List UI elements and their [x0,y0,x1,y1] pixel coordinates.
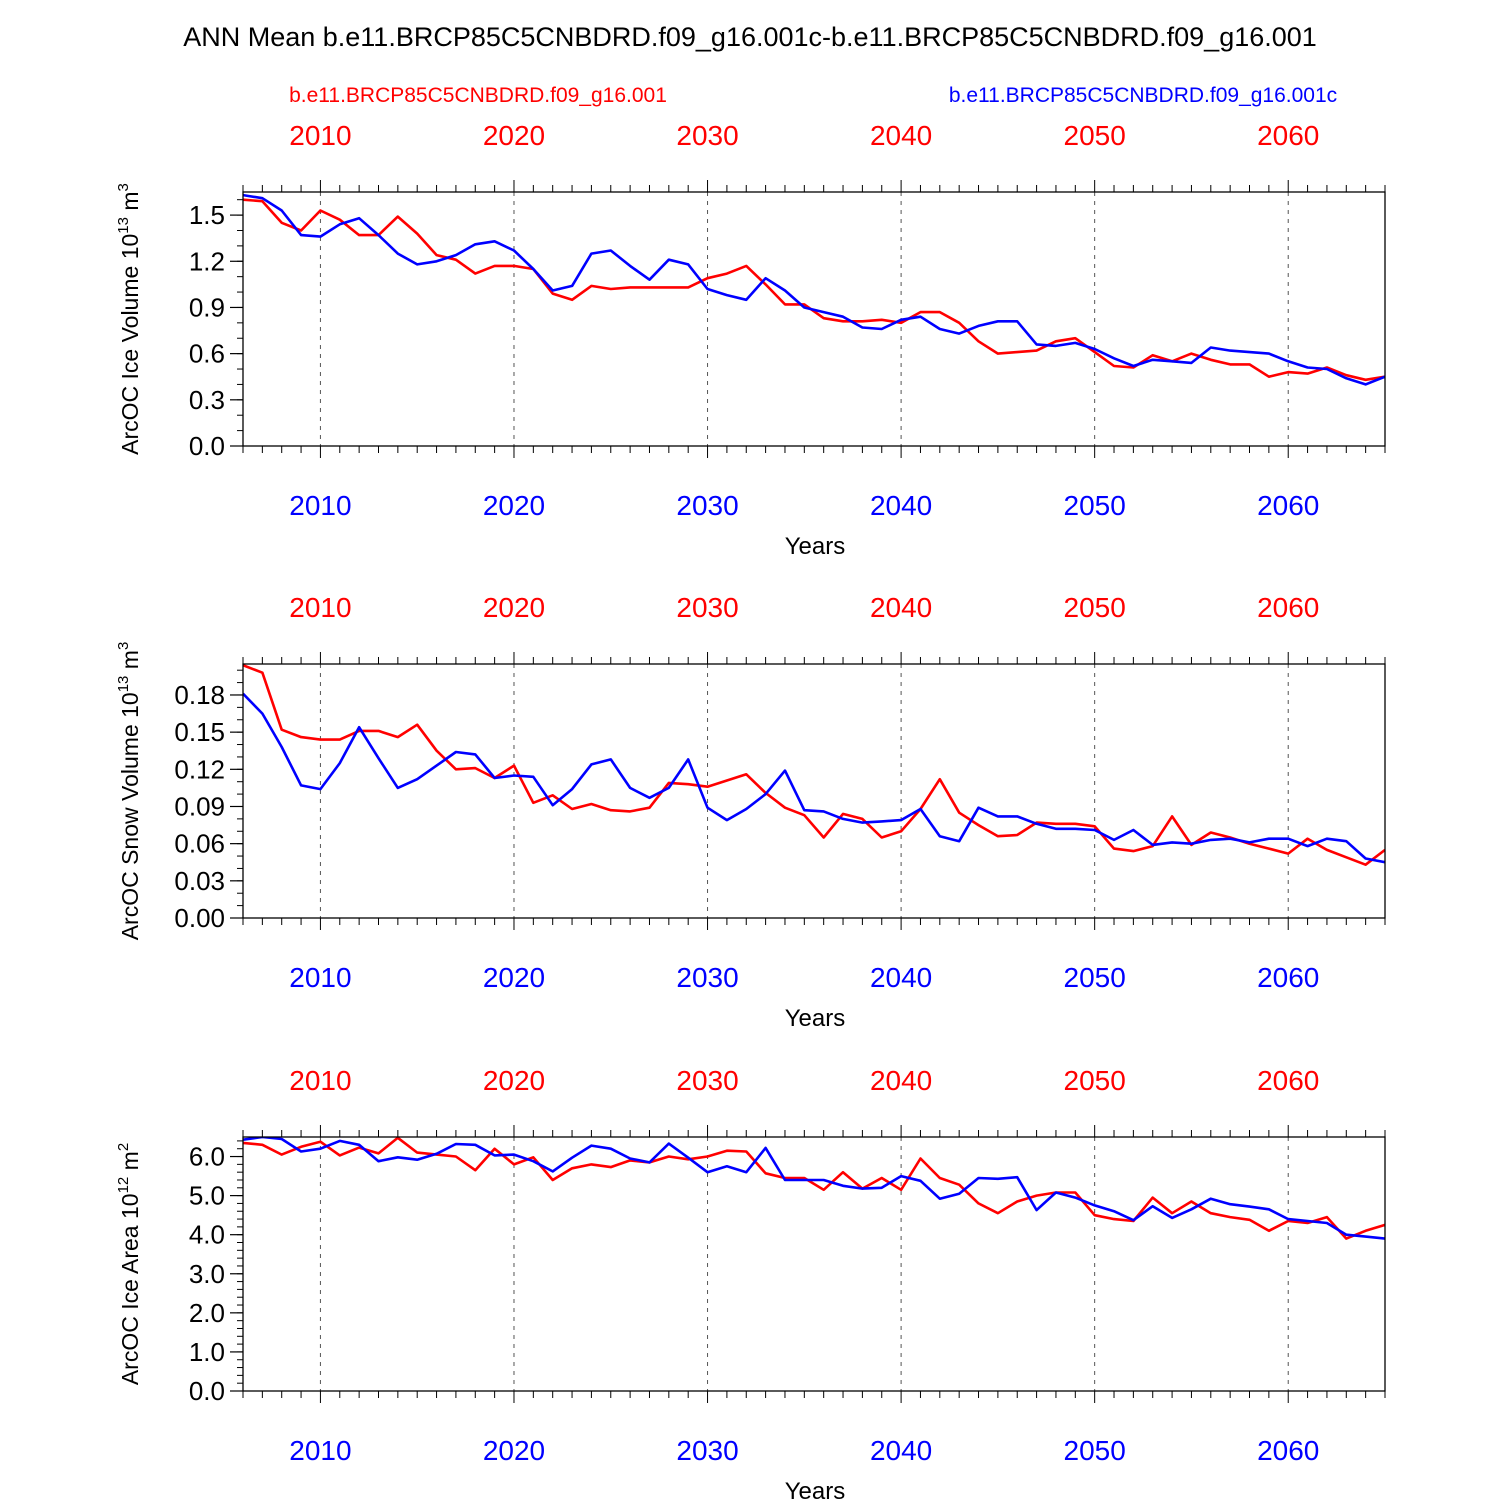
x-tick-label-top: 2060 [1257,592,1319,623]
y-tick-label: 0.3 [189,385,225,415]
y-tick-label: 0.00 [174,903,225,933]
x-tick-label-top: 2010 [289,592,351,623]
y-axis-label-unit-exponent: 3 [115,642,132,650]
y-axis-label: ArcOC Ice Area 1012 m2 [115,1143,143,1385]
y-axis-label-text: ArcOC Snow Volume 10 [117,692,143,940]
y-tick-label: 6.0 [189,1142,225,1172]
y-tick-label: 3.0 [189,1259,225,1289]
y-tick-label: 4.0 [189,1220,225,1250]
y-tick-label: 0.9 [189,292,225,322]
x-tick-label-bottom: 2050 [1064,1435,1126,1466]
x-tick-label-bottom: 2030 [676,1435,738,1466]
series-line-red [243,664,1385,867]
y-tick-label: 0.6 [189,339,225,369]
y-axis-label-exponent: 12 [115,1177,132,1194]
x-tick-label-bottom: 2010 [289,1435,351,1466]
x-axis-label: Years [785,1478,846,1500]
x-tick-label-top: 2010 [289,1065,351,1096]
y-tick-label: 2.0 [189,1298,225,1328]
x-tick-label-bottom: 2010 [289,490,351,521]
x-tick-label-top: 2030 [676,120,738,151]
x-axis-label: Years [785,1005,846,1032]
x-tick-label-bottom: 2040 [870,490,932,521]
x-tick-label-top: 2040 [870,120,932,151]
x-tick-label-top: 2060 [1257,120,1319,151]
y-tick-label: 1.0 [189,1337,225,1367]
x-tick-label-bottom: 2020 [483,962,545,993]
x-axis-label: Years [785,533,846,560]
y-axis-label-exponent: 13 [115,217,132,234]
x-tick-label-top: 2050 [1064,1065,1126,1096]
x-tick-label-top: 2010 [289,120,351,151]
y-axis-label-text: ArcOC Ice Area 10 [117,1193,143,1385]
y-axis-label: ArcOC Snow Volume 1013 m3 [115,642,143,941]
panels: 0.00.30.60.91.21.52010201020202020203020… [115,120,1386,1500]
y-axis-label-unit-exponent: 2 [115,1143,132,1151]
x-tick-label-bottom: 2020 [483,490,545,521]
x-tick-label-top: 2020 [483,120,545,151]
series-line-red [243,1137,1385,1240]
y-axis-label-text: ArcOC Ice Volume 10 [117,234,143,455]
series-line-red [243,198,1385,382]
chart-panel-3: 0.0 1.0 2.0 3.0 4.0 5.0 6.0 2010 2010 2020 2020 203… [115,1065,1386,1500]
x-tick-label-bottom: 2050 [1064,962,1126,993]
x-tick-label-bottom: 2040 [870,962,932,993]
y-tick-label: 0.0 [189,1376,225,1406]
x-tick-label-top: 2040 [870,592,932,623]
x-tick-label-top: 2020 [483,1065,545,1096]
legend-blue-label: b.e11.BRCP85C5CNBDRD.f09_g16.001c [949,84,1337,107]
y-tick-label: 1.5 [189,200,225,230]
series-line-blue [243,692,1385,864]
plot-frame [242,1136,1386,1392]
x-tick-label-top: 2050 [1064,120,1126,151]
x-tick-label-bottom: 2060 [1257,490,1319,521]
plot-frame [242,663,1386,919]
x-tick-label-bottom: 2050 [1064,490,1126,521]
chart-panel-2: 0.00 0.03 0.06 0.09 0.12 0.15 0.18 2010 2010 2020… [115,592,1386,1032]
y-tick-label: 0.09 [174,791,225,821]
y-axis-label-unit: m [117,650,143,676]
y-tick-label: 0.15 [174,717,225,747]
y-tick-label: 0.0 [189,431,225,461]
y-tick-label: 0.12 [174,754,225,784]
series-line-blue [243,1137,1385,1240]
y-axis-label-unit: m [117,1151,143,1177]
x-tick-label-bottom: 2040 [870,1435,932,1466]
x-tick-label-bottom: 2010 [289,962,351,993]
y-axis-label-unit-exponent: 3 [115,183,132,191]
x-tick-label-bottom: 2020 [483,1435,545,1466]
x-tick-label-top: 2030 [676,1065,738,1096]
x-tick-label-top: 2030 [676,592,738,623]
x-tick-label-bottom: 2060 [1257,962,1319,993]
legend-red-label: b.e11.BRCP85C5CNBDRD.f09_g16.001 [289,84,667,107]
series-line-blue [243,193,1385,386]
x-tick-label-top: 2060 [1257,1065,1319,1096]
y-tick-label: 0.03 [174,866,225,896]
y-tick-label: 0.18 [174,680,225,710]
x-tick-label-bottom: 2060 [1257,1435,1319,1466]
y-tick-label: 0.06 [174,829,225,859]
y-tick-label: 1.2 [189,246,225,276]
x-tick-label-bottom: 2030 [676,490,738,521]
chart-title: ANN Mean b.e11.BRCP85C5CNBDRD.f09_g16.00… [183,22,1317,52]
x-tick-label-bottom: 2030 [676,962,738,993]
x-tick-label-top: 2020 [483,592,545,623]
y-axis-label: ArcOC Ice Volume 1013 m3 [115,183,143,455]
x-tick-label-top: 2050 [1064,592,1126,623]
x-tick-label-top: 2040 [870,1065,932,1096]
y-tick-label: 5.0 [189,1181,225,1211]
y-axis-label-exponent: 13 [115,676,132,693]
chart-panel-1: 0.0 0.3 0.6 0.9 1.2 1.5 2010 2010 2020 2020 2030 20… [115,120,1386,560]
plot-frame [242,191,1386,447]
y-axis-label-unit: m [117,191,143,217]
